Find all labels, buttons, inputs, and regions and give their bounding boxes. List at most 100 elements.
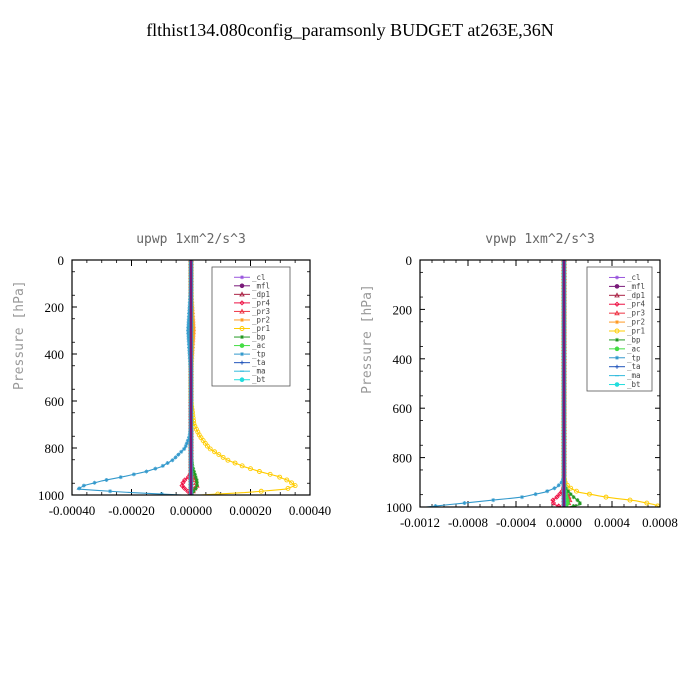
legend-swatch-marker (239, 326, 245, 331)
legend-entry: _dp1 (609, 291, 645, 300)
series-point-tp (186, 325, 191, 330)
x-tick-label: -0.0004 (496, 515, 537, 530)
legend-swatch-marker (614, 382, 620, 387)
series-point-pr4 (554, 494, 560, 500)
legend-label: _mfl (252, 281, 270, 290)
legend-label: _pr4 (627, 300, 646, 309)
legend: _cl_mfl_dp1_pr4_pr3_pr2_pr1_bp_ac_tp_ta_… (211, 266, 291, 387)
series-point-pr1 (277, 474, 283, 480)
legend-entry: _tp (234, 350, 266, 359)
series-point-pr1 (220, 454, 226, 460)
series-point-pr1 (212, 449, 218, 455)
series-point-pr2 (191, 334, 196, 339)
legend-entry: _pr4 (609, 300, 646, 309)
series-point-pr1 (267, 471, 273, 477)
series-point-bp (192, 472, 197, 477)
legend-swatch-marker (614, 346, 620, 352)
series-point-pr1 (568, 485, 574, 491)
legend-entry: _bt (609, 380, 641, 389)
legend-entry: _mfl (609, 282, 645, 291)
series-point-bp (194, 480, 199, 485)
y-axis-label: Pressure [hPa] (12, 280, 27, 390)
series-point-tp (118, 475, 123, 480)
legend-label: _pr1 (627, 327, 645, 336)
series-point-tp (491, 498, 496, 503)
legend-swatch-marker (614, 292, 620, 298)
series-point-bp (566, 489, 571, 494)
series-point-pr1 (603, 494, 609, 500)
legend-label: _cl (627, 273, 641, 282)
series-point-pr4 (181, 485, 188, 492)
chart-title: vpwp 1xm^2/s^3 (485, 232, 595, 247)
legend-swatch-marker (614, 310, 620, 316)
legend-label: _ac (252, 341, 266, 350)
series-point-tp (552, 486, 557, 491)
series-point-pr1 (292, 483, 298, 489)
legend-entry: _ta (234, 358, 266, 367)
y-tick-label: 400 (45, 347, 65, 362)
legend-entry: _ma (609, 371, 641, 380)
series-point-pr1 (225, 457, 231, 463)
series-point-tp (165, 461, 170, 466)
legend-label: _pr4 (252, 298, 271, 307)
y-tick-label: 0 (58, 253, 65, 268)
legend-label: _tp (252, 350, 266, 359)
series-point-tp (186, 328, 191, 333)
series-point-pr2 (191, 331, 196, 336)
series-point-bp (575, 498, 580, 503)
series-point-tp (184, 441, 189, 446)
legend-entry: _pr3 (234, 307, 270, 316)
series-point-tp (144, 469, 149, 474)
x-tick-label: 0.0004 (594, 515, 630, 530)
legend-swatch-marker (615, 275, 619, 280)
y-axis-label: Pressure [hPa] (360, 284, 375, 394)
legend-swatch-marker (615, 320, 619, 325)
series-point-pr1 (204, 443, 210, 449)
series-point-tp (153, 466, 158, 471)
series-point-tp (131, 472, 136, 477)
series-point-pr1 (248, 466, 253, 472)
series-point-pr1 (289, 480, 295, 486)
series-point-pr1 (644, 500, 650, 506)
series-point-pr1 (285, 485, 291, 491)
series-group (425, 260, 660, 507)
series-point-bp (193, 475, 198, 480)
legend-entry: _pr3 (609, 309, 645, 318)
series-point-pr4 (179, 482, 185, 489)
y-tick-label: 800 (45, 441, 65, 456)
series-point-bp (193, 486, 198, 491)
series-point-bp (568, 492, 573, 497)
series-point-pr1 (256, 469, 262, 474)
series-point-pr1 (207, 446, 213, 452)
series-line-tp (76, 260, 192, 495)
legend: _cl_mfl_dp1_pr4_pr3_pr2_pr1_bp_ac_tp_ta_… (586, 266, 653, 392)
legend-label: _pr2 (627, 318, 645, 327)
series-point-bp (191, 489, 196, 494)
series-point-pr1 (232, 460, 238, 466)
legend-entry: _pr2 (234, 315, 270, 324)
legend-entry: _bp (609, 335, 641, 344)
legend-swatch-marker (240, 335, 244, 340)
legend-swatch-marker (240, 317, 244, 322)
plot-frame (419, 259, 661, 508)
series-point-tp (160, 463, 165, 468)
x-tick-label: 0.00000 (170, 503, 212, 518)
series-point-tp (533, 492, 538, 497)
legend-label: _ac (627, 344, 641, 353)
legend-entry: _ac (234, 341, 266, 350)
legend-label: _ma (627, 371, 641, 380)
x-tick-label: -0.0012 (400, 515, 440, 530)
legend-label: _cl (252, 273, 266, 282)
series-point-tp (108, 489, 113, 494)
series-point-tp (186, 334, 191, 339)
legend-label: _bt (252, 375, 266, 384)
legend-swatch-marker (239, 283, 245, 289)
series-point-pr1 (284, 477, 290, 483)
x-tick-label: -0.0008 (448, 515, 488, 530)
series-point-tp (81, 483, 86, 488)
series-point-tp (545, 489, 550, 494)
series-point-bp (571, 495, 576, 500)
legend-entry: _bt (234, 375, 266, 384)
page-title: flthist134.080config_paramsonly BUDGET a… (146, 20, 554, 40)
